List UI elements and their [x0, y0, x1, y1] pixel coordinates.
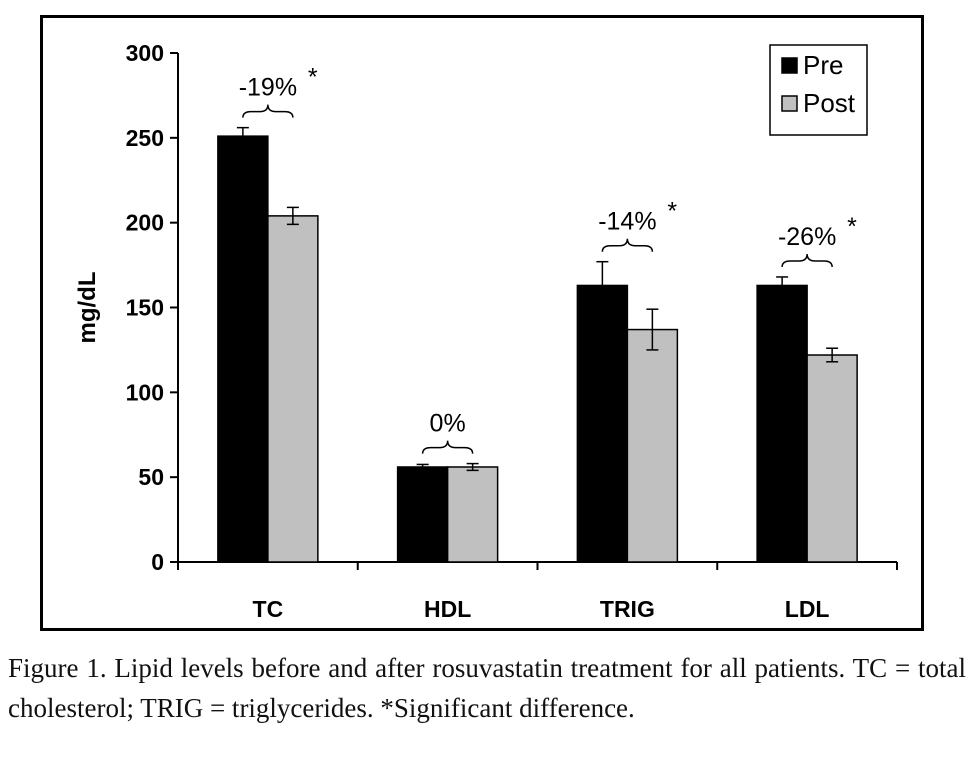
- bar-pre-hdl: [396, 466, 449, 563]
- significance-brace: [601, 238, 654, 252]
- percent-change-label: -26%: [778, 223, 836, 251]
- figure-caption: Figure 1. Lipid levels before and after …: [8, 653, 966, 723]
- y-tick-label: 250: [126, 125, 164, 151]
- significance-brace: [242, 104, 294, 118]
- y-tick-label: 300: [126, 40, 164, 66]
- bar-chart: 0 50 100 150 200 250 300 mg/dL TC -19% * HDL 0% TRIG -…: [74, 40, 898, 622]
- legend-swatch-pre: [781, 57, 798, 74]
- percent-change-label: 0%: [430, 410, 466, 438]
- legend-box: [769, 44, 868, 136]
- significance-brace: [781, 253, 833, 268]
- bar-post-tc: [267, 215, 319, 563]
- percent-change-label: -14%: [598, 208, 656, 236]
- bar-pre-trig: [576, 284, 629, 563]
- bar-post-hdl: [446, 466, 499, 563]
- x-tick-label: LDL: [785, 596, 830, 622]
- x-tick-label: HDL: [424, 596, 471, 622]
- y-tick-label: 200: [126, 210, 164, 236]
- bar-pre-ldl: [756, 284, 808, 563]
- x-tick-label: TRIG: [600, 596, 655, 622]
- y-tick-label: 50: [138, 464, 164, 490]
- y-tick-label: 100: [126, 379, 164, 405]
- y-tick-label: 150: [126, 295, 164, 321]
- legend-label-pre: Pre: [803, 50, 843, 80]
- legend-label-post: Post: [803, 88, 856, 118]
- significance-brace: [421, 440, 474, 454]
- y-tick-label: 0: [151, 549, 164, 575]
- y-axis-label: mg/dL: [74, 272, 101, 344]
- significance-marker: *: [308, 64, 318, 92]
- bar-pre-tc: [217, 135, 269, 563]
- bar-post-ldl: [806, 354, 858, 563]
- significance-marker: *: [667, 198, 677, 226]
- bar-post-trig: [626, 328, 679, 563]
- significance-marker: *: [847, 213, 857, 241]
- percent-change-label: -19%: [239, 74, 297, 102]
- legend-swatch-post: [781, 95, 798, 112]
- x-tick-label: TC: [253, 596, 284, 622]
